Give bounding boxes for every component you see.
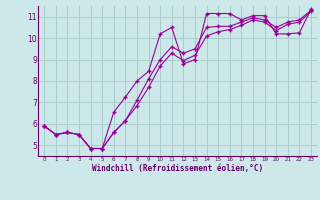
X-axis label: Windchill (Refroidissement éolien,°C): Windchill (Refroidissement éolien,°C) <box>92 164 263 173</box>
